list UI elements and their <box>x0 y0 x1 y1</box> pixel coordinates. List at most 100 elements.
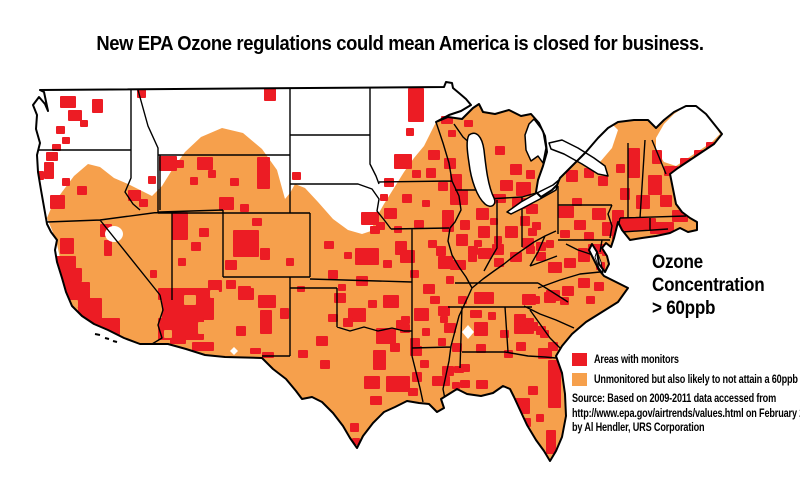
monitored-area-patch <box>488 312 496 320</box>
source-line-2: http://www.epa.gov/airtrends/values.html… <box>572 405 800 420</box>
monitored-area-patch <box>386 376 410 392</box>
monitored-area-patch <box>420 360 429 368</box>
monitored-area-patch <box>159 156 177 171</box>
monitored-area-patch <box>562 286 574 296</box>
monitored-area-patch <box>468 254 477 262</box>
monitored-area-patch <box>50 195 65 209</box>
monitored-area-patch <box>546 240 554 248</box>
monitored-area-patch <box>236 326 246 336</box>
monitored-area-patch <box>230 178 239 186</box>
monitored-area-patch <box>292 172 301 180</box>
monitored-area-patch <box>197 157 213 170</box>
monitored-area-patch <box>80 120 88 127</box>
monitored-area-patch <box>380 194 388 201</box>
monitored-area-patch <box>316 336 328 346</box>
monitored-area-patch <box>476 208 489 220</box>
monitored-area-patch <box>238 288 254 300</box>
monitored-area-patch <box>298 350 308 358</box>
monitored-area-patch <box>320 360 330 369</box>
monitored-area-patch <box>490 218 498 225</box>
monitored-area-patch <box>510 252 522 262</box>
monitored-area-patch <box>560 230 570 238</box>
monitored-area-patch <box>260 310 272 334</box>
monitored-area-patch <box>68 110 82 121</box>
monitored-area-patch <box>414 308 429 321</box>
great-lakes <box>466 118 609 274</box>
monitored-area-patch <box>616 164 625 173</box>
us-outline <box>32 81 723 462</box>
monitored-area-patch <box>406 128 414 136</box>
monitored-area-patch <box>258 295 276 308</box>
monitored-area-patch <box>438 306 450 316</box>
monitored-area-patch <box>572 198 582 206</box>
monitored-area-patch <box>540 330 549 338</box>
monitored-area-patch <box>408 388 418 396</box>
monitored-area-patch <box>494 258 504 267</box>
monitored-area-patch <box>390 343 400 352</box>
monitored-area-patch <box>60 238 74 254</box>
source-citation: Source: Based on 2009-2011 data accessed… <box>572 391 800 435</box>
monitored-area-patch <box>344 252 352 259</box>
monitored-area-patch <box>376 328 396 344</box>
monitored-area-patch <box>546 290 560 301</box>
monitored-area-patch <box>564 258 576 268</box>
monitored-area-patch <box>350 423 359 432</box>
monitored-area-patch <box>56 126 65 134</box>
ozone-annotation: Ozone Concentration > 60ppb <box>652 252 800 320</box>
monitored-area-patch <box>104 240 112 256</box>
monitored-area-patch <box>446 276 454 284</box>
page-title: New EPA Ozone regulations could mean Ame… <box>96 33 704 55</box>
monitored-area-patch <box>423 284 435 294</box>
source-line-3: by Al Hendler, URS Corporation <box>572 420 705 435</box>
monitored-area-patch <box>368 300 377 308</box>
monitored-area-patch <box>128 190 141 201</box>
monitored-area-patch <box>361 212 379 225</box>
monitored-area-patch <box>428 150 440 160</box>
monitored-area-patch <box>444 158 456 169</box>
monitored-area-patch <box>452 343 462 352</box>
monitored-area-patch <box>52 144 61 151</box>
monitored-color-swatch <box>572 352 587 366</box>
monitored-area-patch <box>338 284 346 291</box>
monitored-area-patch <box>324 241 334 249</box>
monitored-area-patch <box>444 323 456 333</box>
monitored-area-patch <box>430 296 440 304</box>
monitored-area-patch <box>536 252 546 261</box>
monitored-area-patch <box>592 208 606 220</box>
monitored-area-patch <box>252 218 262 226</box>
monitored-area-patch <box>474 322 488 336</box>
unmonitored-color-swatch <box>572 372 587 386</box>
monitored-area-patch <box>650 222 674 234</box>
monitored-area-patch <box>510 164 522 175</box>
monitored-area-patch <box>548 262 562 273</box>
monitored-area-patch <box>60 96 76 108</box>
monitored-area-patch <box>478 226 490 238</box>
monitored-area-patch <box>516 342 526 351</box>
monitored-area-patch <box>139 199 148 207</box>
monitored-area-patch <box>574 220 586 230</box>
white-maine-region <box>656 106 720 166</box>
monitored-area-patch <box>88 298 102 310</box>
monitored-area-patch <box>566 170 578 182</box>
monitored-area-patch <box>516 182 531 196</box>
monitored-area-patch <box>328 314 338 322</box>
monitored-area-patch <box>438 338 446 346</box>
monitored-area-patch <box>528 322 538 331</box>
white-adirondack-region <box>578 124 618 162</box>
monitored-area-patch <box>297 286 305 292</box>
source-line-1: Source: Based on 2009-2011 data accessed… <box>572 391 777 405</box>
monitored-area-patch <box>384 208 397 219</box>
monitored-area-patch <box>428 240 437 248</box>
monitored-area-patch <box>364 376 380 389</box>
monitored-area-patch <box>62 137 70 144</box>
monitored-area-patch <box>474 292 494 304</box>
legend-label: Areas with monitors <box>594 352 679 366</box>
monitored-area-patch <box>286 258 294 266</box>
monitored-area-patch <box>700 160 708 167</box>
monitored-area-patch <box>536 414 544 422</box>
monitored-area-patch <box>80 318 120 340</box>
monitored-area-patch <box>458 296 467 304</box>
lake-michigan <box>466 132 496 207</box>
white-spot-nevada <box>105 226 123 242</box>
